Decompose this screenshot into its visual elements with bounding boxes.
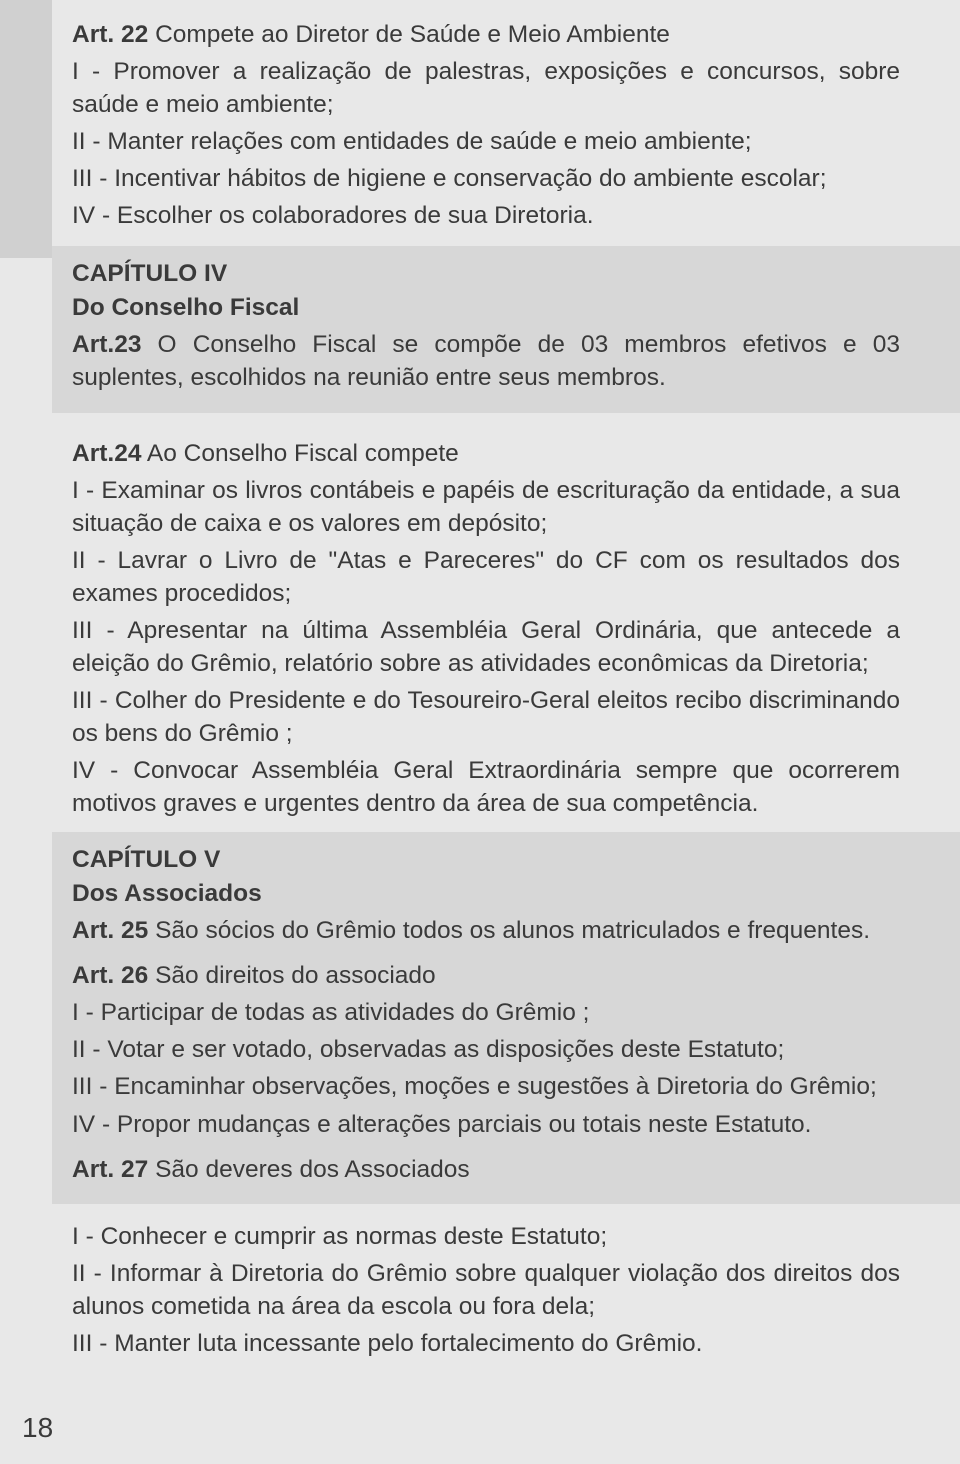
art22-i: I - Promover a realização de palestras, … xyxy=(72,55,900,121)
art24-iv: IV - Convocar Assembléia Geral Extraordi… xyxy=(72,754,900,820)
art27-tail: São deveres dos Associados xyxy=(148,1156,469,1183)
art24-title: Art.24 xyxy=(72,440,141,467)
art26-iii: III - Encaminhar observações, moções e s… xyxy=(72,1070,900,1103)
art22-title: Art. 22 xyxy=(72,21,148,48)
art26-tail: São direitos do associado xyxy=(148,962,435,989)
cap5-section: Dos Associados xyxy=(72,880,900,908)
art25-tail: São sócios do Grêmio todos os alunos mat… xyxy=(148,917,870,944)
art27-i: I - Conhecer e cumprir as normas deste E… xyxy=(72,1220,900,1253)
art27-iii: III - Manter luta incessante pelo fortal… xyxy=(72,1327,900,1360)
art24-ii: II - Lavrar o Livro de "Atas e Pareceres… xyxy=(72,544,900,610)
art22-block: Art. 22 Compete ao Diretor de Saúde e Me… xyxy=(72,18,900,232)
art24-iiia: III - Apresentar na última Assembléia Ge… xyxy=(72,614,900,680)
cap4-title: CAPÍTULO IV xyxy=(72,260,900,288)
art27-body: I - Conhecer e cumprir as normas deste E… xyxy=(0,1210,960,1360)
art24-i: I - Examinar os livros contábeis e papéi… xyxy=(72,474,900,540)
page: Art. 22 Compete ao Diretor de Saúde e Me… xyxy=(0,0,960,1360)
cap5-band: CAPÍTULO V Dos Associados Art. 25 São só… xyxy=(52,832,960,1203)
art26-title: Art. 26 xyxy=(72,962,148,989)
art24-block: Art.24 Ao Conselho Fiscal compete I - Ex… xyxy=(0,419,960,821)
cap5-title: CAPÍTULO V xyxy=(72,846,900,874)
art24-tail: Ao Conselho Fiscal compete xyxy=(141,440,458,467)
art23-title: Art.23 xyxy=(72,331,141,358)
art27-title: Art. 27 xyxy=(72,1156,148,1183)
art27-ii: II - Informar à Diretoria do Grêmio sobr… xyxy=(72,1257,900,1323)
content-top: Art. 22 Compete ao Diretor de Saúde e Me… xyxy=(0,0,960,232)
art22-iv: IV - Escolher os colaboradores de sua Di… xyxy=(72,199,900,232)
art24-iiib: III - Colher do Presidente e do Tesourei… xyxy=(72,684,900,750)
page-number: 18 xyxy=(22,1412,53,1444)
sidebar-accent xyxy=(0,0,52,258)
art22-tail: Compete ao Diretor de Saúde e Meio Ambie… xyxy=(148,21,670,48)
art26-i: I - Participar de todas as atividades do… xyxy=(72,996,900,1029)
art25-title: Art. 25 xyxy=(72,917,148,944)
art26-ii: II - Votar e ser votado, observadas as d… xyxy=(72,1033,900,1066)
art22-iii: III - Incentivar hábitos de higiene e co… xyxy=(72,162,900,195)
art23-tail: O Conselho Fiscal se compõe de 03 membro… xyxy=(72,331,900,391)
art26-iv: IV - Propor mudanças e alterações parcia… xyxy=(72,1108,900,1141)
cap4-band: CAPÍTULO IV Do Conselho Fiscal Art.23 O … xyxy=(52,246,960,412)
art22-ii: II - Manter relações com entidades de sa… xyxy=(72,125,900,158)
cap4-section: Do Conselho Fiscal xyxy=(72,294,900,322)
